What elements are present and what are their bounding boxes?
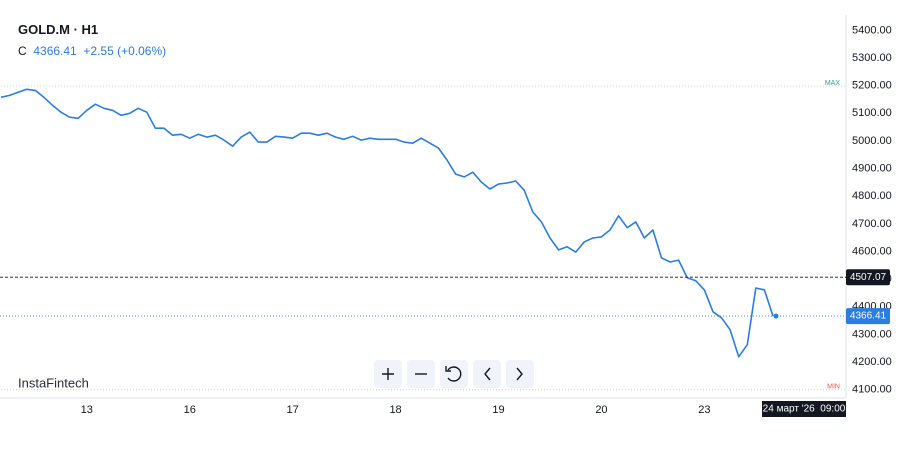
- y-tick-label: 5300.00: [852, 52, 892, 64]
- last-point: [773, 313, 779, 319]
- range-label: MAX: [825, 80, 841, 87]
- x-tick-label: 18: [389, 404, 401, 416]
- toolbar: [374, 360, 534, 388]
- scroll-right-button[interactable]: [506, 360, 534, 388]
- price-level-box: [846, 269, 890, 286]
- change-value: +2.55 (+0.06%): [83, 44, 167, 58]
- range-label: MIN: [827, 384, 840, 391]
- y-tick-label: 4200.00: [852, 356, 892, 368]
- x-tick-label: 17: [287, 404, 299, 416]
- y-tick-label: 4700.00: [852, 218, 892, 230]
- y-tick-label: 4600.00: [852, 245, 892, 257]
- y-tick-label: 4100.00: [852, 384, 892, 396]
- crosshair-time: 24 март '26 09:00: [763, 404, 846, 415]
- y-tick-label: 4900.00: [852, 163, 892, 175]
- y-tick-label: 5000.00: [852, 135, 892, 147]
- zoom-in-button[interactable]: [374, 360, 402, 388]
- x-tick-label: 19: [492, 404, 504, 416]
- zoom-out-button[interactable]: [407, 360, 435, 388]
- price-level-label: 4507.07: [850, 272, 887, 283]
- ohlc-label: C: [18, 44, 27, 58]
- x-tick-label: 20: [595, 404, 607, 416]
- y-tick-label: 4800.00: [852, 190, 892, 202]
- y-tick-label: 5200.00: [852, 80, 892, 92]
- x-tick-label: 16: [184, 404, 196, 416]
- series: [0, 88, 779, 358]
- price-level-box: [846, 308, 890, 325]
- x-tick-label: 23: [698, 404, 710, 416]
- reset-button[interactable]: [440, 360, 468, 388]
- ohlc-row: C 4366.41 +2.55 (+0.06%): [18, 44, 166, 58]
- y-tick-label: 4300.00: [852, 328, 892, 340]
- crosshair-time-box: [762, 401, 846, 417]
- y-tick-label: 5400.00: [852, 24, 892, 36]
- price-level-label: 4366.41: [850, 311, 887, 322]
- price-line: [0, 88, 774, 358]
- close-value: 4366.41: [33, 44, 77, 58]
- scroll-left-button[interactable]: [473, 360, 501, 388]
- y-tick-label: 5100.00: [852, 107, 892, 119]
- symbol: GOLD.M · H1: [18, 22, 99, 37]
- watermark: InstaFintech: [18, 375, 89, 390]
- x-tick-label: 13: [81, 404, 93, 416]
